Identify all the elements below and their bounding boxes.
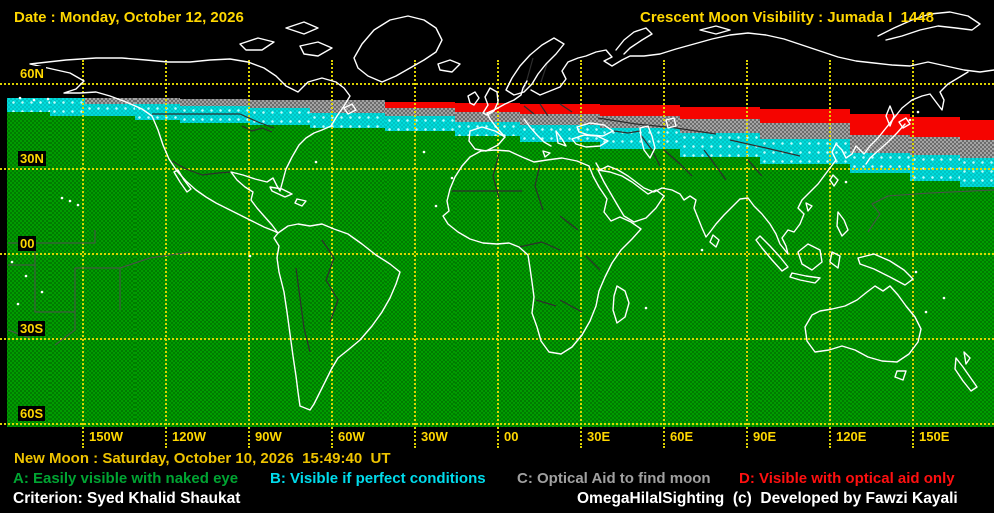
zone-c-band xyxy=(600,116,680,128)
zone-b-band xyxy=(50,98,85,116)
zone-a-band xyxy=(50,116,85,427)
date-label: Date : Monday, October 12, 2026 xyxy=(14,9,244,26)
greenland-coast xyxy=(353,15,443,83)
lon-label-120W: 120W xyxy=(170,429,208,444)
zone-d-band xyxy=(680,107,760,119)
arctic-islands xyxy=(239,21,731,73)
zone-a-band xyxy=(520,142,600,427)
zone-a-band xyxy=(600,149,680,427)
lon-label-60W: 60W xyxy=(336,429,367,444)
zone-b-band xyxy=(85,104,135,116)
legend-item-B: B: Visible if perfect conditions xyxy=(270,470,486,487)
zone-b-band xyxy=(180,106,250,123)
zone-a-band xyxy=(760,164,850,427)
zone-d-band xyxy=(760,109,850,123)
gridline-horizontal-60N xyxy=(0,83,994,85)
zone-a-band xyxy=(910,181,960,427)
lat-label-60N: 60N xyxy=(18,66,46,81)
lat-label-00: 00 xyxy=(18,236,37,251)
lon-label-90W: 90W xyxy=(253,429,284,444)
lat-label-30S: 30S xyxy=(18,321,46,336)
zone-d-band xyxy=(960,120,994,140)
zone-c-band xyxy=(520,114,600,125)
gridline-horizontal-60S xyxy=(0,423,994,425)
zone-c-band xyxy=(385,108,455,116)
gridline-horizontal-30S xyxy=(0,338,994,340)
lon-label-30W: 30W xyxy=(419,429,450,444)
zone-b-band xyxy=(310,113,385,128)
zone-a-band xyxy=(385,131,455,427)
zone-a-band xyxy=(850,173,910,427)
zone-b-band xyxy=(455,122,520,136)
zone-a-band xyxy=(135,120,180,427)
zone-d-band xyxy=(910,117,960,137)
zone-b-band xyxy=(680,133,760,157)
gridline-horizontal-00 xyxy=(0,253,994,255)
zone-c-band xyxy=(680,119,760,133)
zone-b-band xyxy=(0,98,50,112)
lat-label-60S: 60S xyxy=(18,406,46,421)
zone-d-band xyxy=(850,114,910,135)
zone-b-band xyxy=(960,158,994,187)
zone-d-band xyxy=(520,104,600,114)
zone-a-band xyxy=(310,128,385,427)
zone-c-band xyxy=(180,99,250,106)
lon-label-00: 00 xyxy=(502,429,521,444)
zone-b-band xyxy=(760,139,850,164)
novaya-zemlya xyxy=(615,27,653,55)
zone-a-band xyxy=(960,187,994,427)
lon-label-30E: 30E xyxy=(585,429,613,444)
lon-label-60E: 60E xyxy=(668,429,696,444)
zone-c-band xyxy=(850,135,910,153)
lon-label-90E: 90E xyxy=(751,429,779,444)
zone-a-band xyxy=(250,125,310,427)
lat-label-30N: 30N xyxy=(18,151,46,166)
zone-b-band xyxy=(250,108,310,125)
zone-c-band xyxy=(910,137,960,155)
zone-a-band xyxy=(85,116,135,427)
gridline-horizontal-30N xyxy=(0,168,994,170)
zone-d-band xyxy=(600,105,680,116)
map-title: Crescent Moon Visibility : Jumada I 1448 xyxy=(640,9,934,26)
zone-c-band xyxy=(960,140,994,158)
zone-d-band xyxy=(455,103,520,112)
zone-c-band xyxy=(310,100,385,113)
legend-item-A: A: Easily visible with naked eye xyxy=(13,470,239,487)
zone-b-band xyxy=(385,116,455,131)
zone-c-band xyxy=(455,112,520,122)
lon-label-150W: 150W xyxy=(87,429,125,444)
siberia-north-coast xyxy=(530,32,994,96)
zone-c-band xyxy=(760,123,850,139)
credit-label: OmegaHilalSighting (c) Developed by Fawz… xyxy=(577,490,958,507)
zone-b-band xyxy=(600,128,680,149)
lon-label-120E: 120E xyxy=(834,429,869,444)
zone-b-band xyxy=(135,104,180,120)
zone-a-band xyxy=(680,157,760,427)
zone-b-band xyxy=(850,153,910,173)
zone-b-band xyxy=(520,125,600,142)
new-moon-info: New Moon : Saturday, October 10, 2026 15… xyxy=(14,450,391,467)
zone-c-band xyxy=(250,100,310,108)
map-left-margin xyxy=(0,98,7,427)
legend-item-C: C: Optical Aid to find moon xyxy=(517,470,711,487)
lon-label-150E: 150E xyxy=(917,429,952,444)
legend-item-D: D: Visible with optical aid only xyxy=(739,470,955,487)
scandinavia-coast xyxy=(505,37,565,96)
zone-a-band xyxy=(455,136,520,427)
criterion-label: Criterion: Syed Khalid Shaukat xyxy=(13,490,241,507)
